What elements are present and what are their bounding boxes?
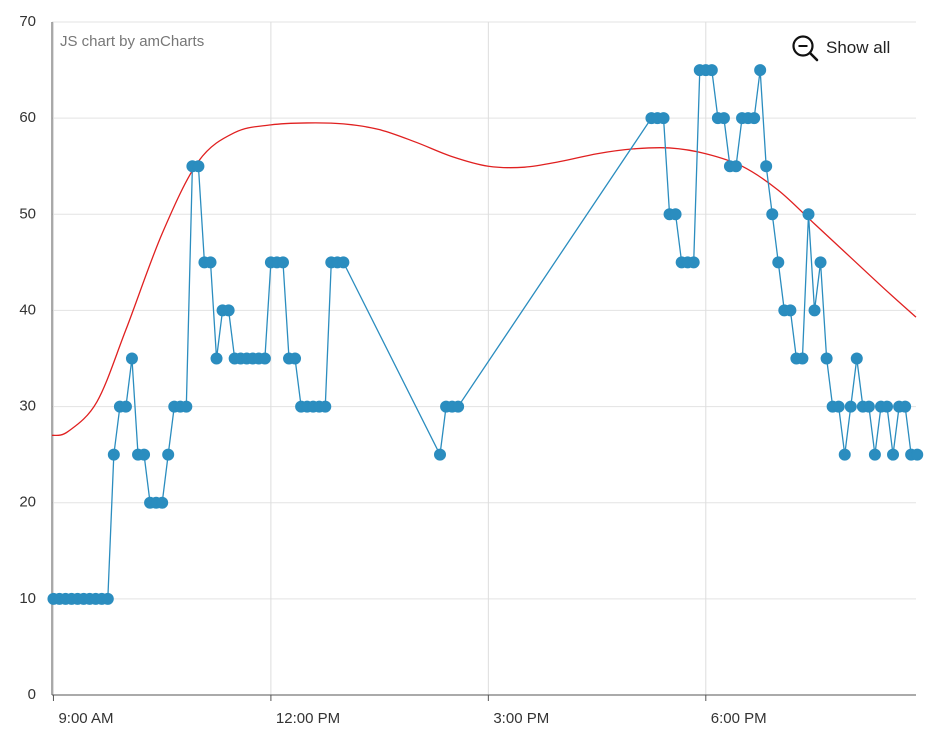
data-point bbox=[814, 256, 827, 269]
data-point bbox=[868, 448, 881, 461]
data-point bbox=[319, 400, 332, 413]
data-point bbox=[337, 256, 350, 269]
data-point bbox=[881, 400, 894, 413]
y-tick-label: 70 bbox=[19, 13, 36, 30]
data-point bbox=[887, 448, 900, 461]
x-tick-label: 9:00 AM bbox=[58, 710, 113, 727]
show-all-label: Show all bbox=[826, 38, 890, 57]
y-tick-label: 40 bbox=[19, 301, 36, 318]
data-point bbox=[277, 256, 290, 269]
y-tick-label: 30 bbox=[19, 398, 36, 415]
data-point bbox=[119, 400, 132, 413]
data-point bbox=[808, 304, 821, 317]
y-tick-label: 0 bbox=[28, 686, 36, 703]
chart-credit[interactable]: JS chart by amCharts bbox=[60, 33, 204, 50]
data-point bbox=[204, 256, 217, 269]
show-all-button[interactable]: Show all bbox=[792, 35, 891, 62]
data-point bbox=[796, 352, 809, 365]
x-tick-label: 6:00 PM bbox=[711, 710, 767, 727]
zoom-out-icon bbox=[792, 35, 819, 62]
y-tick-label: 20 bbox=[19, 494, 36, 511]
data-point bbox=[434, 448, 447, 461]
trend-series bbox=[51, 122, 917, 437]
data-point bbox=[784, 304, 797, 317]
data-point bbox=[766, 208, 779, 221]
data-point bbox=[162, 448, 175, 461]
data-point bbox=[899, 400, 912, 413]
grid bbox=[52, 21, 916, 695]
data-point bbox=[772, 256, 785, 269]
data-point bbox=[754, 64, 767, 77]
x-tick-label: 3:00 PM bbox=[493, 710, 549, 727]
data-series bbox=[47, 64, 924, 605]
data-point bbox=[705, 64, 718, 77]
data-point bbox=[911, 448, 924, 461]
data-point bbox=[820, 352, 833, 365]
data-point bbox=[192, 160, 205, 173]
axes: 0 10 20 30 40 50 60 70 9:00 AM 12:00 PM 3:00 PM 6:0… bbox=[19, 13, 916, 727]
series-line bbox=[53, 69, 918, 600]
data-point bbox=[717, 112, 730, 125]
data-point bbox=[832, 400, 845, 413]
y-tick-label: 50 bbox=[19, 205, 36, 222]
data-point bbox=[258, 352, 271, 365]
data-point bbox=[101, 592, 114, 605]
data-point bbox=[210, 352, 223, 365]
data-point bbox=[862, 400, 875, 413]
data-point bbox=[760, 160, 773, 173]
data-point bbox=[222, 304, 235, 317]
trend-line bbox=[51, 122, 917, 437]
data-point bbox=[850, 352, 863, 365]
data-point bbox=[156, 496, 169, 509]
data-point bbox=[730, 160, 743, 173]
data-point bbox=[107, 448, 120, 461]
data-point bbox=[452, 400, 465, 413]
data-point bbox=[289, 352, 302, 365]
data-point bbox=[748, 112, 761, 125]
data-point bbox=[802, 208, 815, 221]
data-point bbox=[838, 448, 851, 461]
data-point bbox=[138, 448, 151, 461]
data-point bbox=[669, 208, 682, 221]
data-point bbox=[687, 256, 700, 269]
data-point bbox=[125, 352, 138, 365]
x-tick-label: 12:00 PM bbox=[276, 710, 340, 727]
y-tick-label: 60 bbox=[19, 109, 36, 126]
data-point bbox=[657, 112, 670, 125]
data-point bbox=[180, 400, 193, 413]
data-point bbox=[844, 400, 857, 413]
y-tick-label: 10 bbox=[19, 590, 36, 607]
